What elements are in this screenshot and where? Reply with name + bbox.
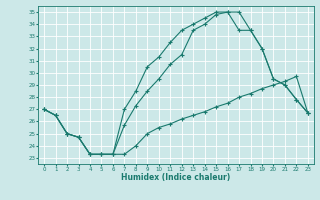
X-axis label: Humidex (Indice chaleur): Humidex (Indice chaleur)	[121, 173, 231, 182]
